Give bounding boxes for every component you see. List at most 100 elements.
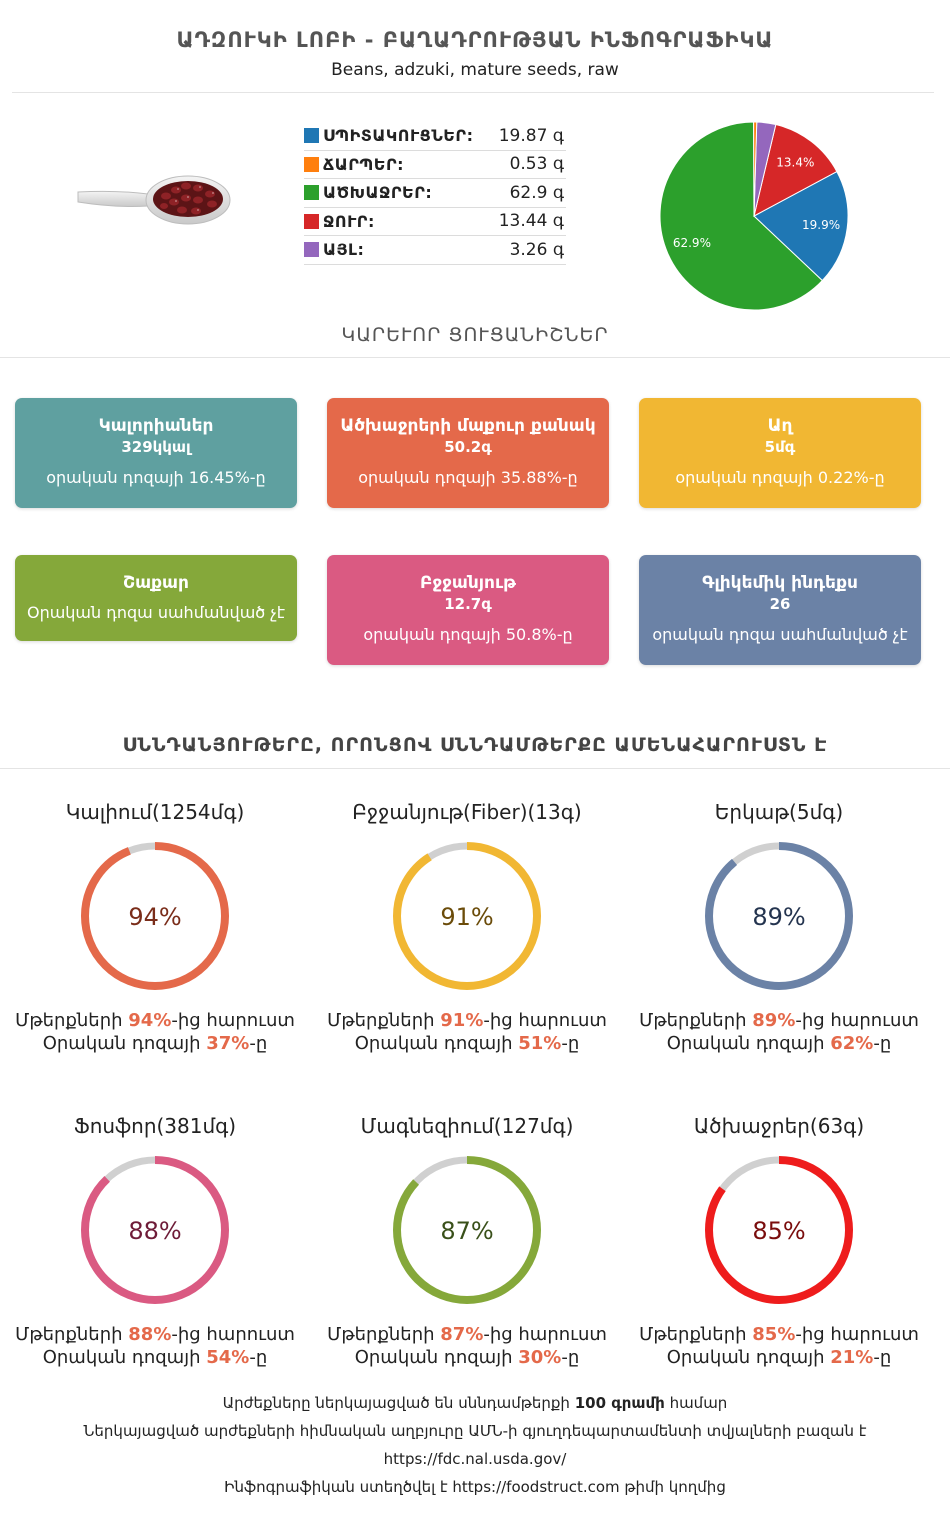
- nutrient-ring-daily-value: 62%: [830, 1033, 874, 1054]
- nutrient-ring-arc: [81, 842, 229, 990]
- pie-slice: [659, 121, 824, 311]
- card-net-carbs: Ածխաջրերի մաքուր քանակ 50.2գ օրական դոզա…: [327, 398, 609, 508]
- nutrient-ring-percent: 85%: [752, 1217, 805, 1245]
- pie-slice-label: 13.4%: [776, 155, 814, 169]
- nutrient-ring-arc: [705, 1156, 853, 1304]
- footer-credits-link[interactable]: https://foodstruct.com: [452, 1478, 620, 1496]
- card-title: Աղ: [767, 416, 793, 436]
- legend-value: 13.44 գ: [498, 211, 564, 232]
- nutrient-ring: 91%: [393, 842, 541, 990]
- nutrient-ring-rich-line: Մթերքների 94%-ից հարուստ: [15, 1010, 295, 1031]
- nutrient-ring-block: Երկաթ(5մգ) 89% Մթերքների 89%-ից հարուստ Օրա…: [624, 800, 934, 1054]
- bean-spoon-image: [77, 175, 231, 225]
- nutrient-ring-block: Ֆոսֆոր(381մգ) 88% Մթերքների 88%-ից հարուստ…: [0, 1114, 310, 1368]
- nutrient-ring-daily-line: Օրական դոզայի 51%-ը: [354, 1033, 580, 1054]
- key-section-title: ԿԱՐԵՒՈՐ ՑՈՒՑԱՆԻՇՆԵՐ: [341, 324, 609, 346]
- nutrient-ring-arc: [393, 842, 541, 990]
- card-calories: Կալորիաներ 329կկալ օրական դոզայի 16.45%-…: [15, 398, 297, 508]
- card-sub: օրական դոզայի 50.8%-ը: [363, 625, 573, 644]
- nutrient-ring-title: Ածխաջրեր(63գ): [693, 1114, 865, 1138]
- card-sub: օրական դոզայի 16.45%-ը: [46, 468, 266, 487]
- nutrient-ring-rich-value: 91%: [440, 1010, 484, 1031]
- nutrient-ring: 94%: [81, 842, 229, 990]
- nutrient-ring-daily-value: 21%: [830, 1347, 874, 1368]
- nutrient-ring-block: Կալիում(1254մգ) 94% Մթերքների 94%-ից հարու…: [0, 800, 310, 1054]
- footer-source: Ներկայացված արժեքների հիմնական աղբյուրը …: [83, 1422, 867, 1440]
- composition-pie-chart: 62.9% 19.9% 13.4%: [659, 121, 849, 311]
- card-sub: օրական դոզա սահմանված չէ: [652, 625, 908, 644]
- legend-swatch: [304, 185, 319, 201]
- nutrient-ring-percent: 89%: [752, 903, 805, 931]
- legend-label: ԱԾԽԱՋՐԵՐ:: [323, 183, 433, 203]
- footer-text: Արժեքները ներկայացված են սննդամթերքի: [222, 1394, 575, 1412]
- nutrient-ring-title: Բջջանյութ(Fiber)(13գ): [352, 800, 582, 824]
- nutrient-ring-block: Ածխաջրեր(63գ) 85% Մթերքների 85%-ից հարուստ…: [624, 1114, 934, 1368]
- card-title: Կալորիաներ: [98, 416, 214, 436]
- card-glycemic-index: Գլիկեմիկ ինդեքս 26 օրական դոզա սահմանված…: [639, 555, 921, 665]
- nutrient-ring-percent: 94%: [128, 903, 181, 931]
- nutrient-ring-title: Ֆոսֆոր(381մգ): [73, 1114, 237, 1138]
- card-value: 5մգ: [764, 438, 796, 456]
- nutrient-ring-percent: 88%: [128, 1217, 181, 1245]
- legend-value: 3.26 գ: [509, 239, 564, 260]
- legend-row-water: ՋՈՒՐ: 13.44 գ: [304, 208, 566, 236]
- nutrient-ring-rich-line: Մթերքների 87%-ից հարուստ: [327, 1324, 607, 1345]
- nutrient-ring-rich-value: 85%: [752, 1324, 796, 1345]
- card-value: 329կկալ: [121, 438, 191, 456]
- footer-credits: Ինֆոգրաֆիկան ստեղծվել է https://foodstru…: [0, 1478, 950, 1496]
- nutrient-ring-daily-line: Օրական դոզայի 21%-ը: [666, 1347, 892, 1368]
- nutrient-ring-title: Երկաթ(5մգ): [714, 800, 844, 824]
- nutrient-ring-title: Մագնեզիում(127մգ): [360, 1114, 574, 1138]
- nutrient-ring-percent: 91%: [440, 903, 493, 931]
- pie-slice-label: 62.9%: [673, 236, 711, 250]
- card-sub: Օրական դոզա սահմանված չէ: [26, 603, 286, 622]
- nutrient-ring: 89%: [705, 842, 853, 990]
- nutrient-ring: 87%: [393, 1156, 541, 1304]
- card-sub: օրական դոզայի 0.22%-ը: [675, 468, 885, 487]
- card-salt: Աղ 5մգ օրական դոզայի 0.22%-ը: [639, 398, 921, 508]
- page-title: ԱԴԶՈՒԿԻ ԼՈԲԻ - ԲԱՂԱԴՐՈՒԹՅԱՆ ԻՆՖՈԳՐԱՖԻԿԱ: [176, 28, 774, 52]
- nutrient-ring-daily-value: 30%: [518, 1347, 562, 1368]
- legend-value: 19.87 գ: [498, 125, 564, 146]
- nutrient-ring-daily-line: Օրական դոզայի 54%-ը: [42, 1347, 268, 1368]
- divider: [0, 357, 950, 358]
- legend-row-protein: ՍՊԻՏԱԿՈՒՑՆԵՐ: 19.87 գ: [304, 122, 566, 151]
- card-sugar: Շաքար Օրական դոզա սահմանված չէ: [15, 555, 297, 641]
- card-value: 12.7գ: [444, 595, 492, 613]
- page-subtitle: Beans, adzuki, mature seeds, raw: [331, 60, 619, 80]
- legend-value: 62.9 գ: [509, 182, 564, 203]
- divider: [12, 92, 934, 93]
- pie-slice: [753, 170, 849, 282]
- footer-bold: 100 գրամի: [574, 1394, 665, 1412]
- card-title: Գլիկեմիկ ինդեքս: [702, 573, 858, 593]
- footer-source-link[interactable]: https://fdc.nal.usda.gov/: [383, 1450, 567, 1468]
- pie-slice-label: 19.9%: [802, 218, 840, 232]
- legend-swatch: [304, 156, 319, 172]
- nutrient-ring-rich-value: 94%: [128, 1010, 172, 1031]
- divider: [0, 768, 950, 769]
- nutrient-ring-daily-value: 54%: [206, 1347, 250, 1368]
- legend-value: 0.53 գ: [509, 154, 564, 175]
- nutrient-ring-rich-line: Մթերքների 85%-ից հարուստ: [639, 1324, 919, 1345]
- nutrient-ring-rich-value: 87%: [440, 1324, 484, 1345]
- pie-slice: [753, 123, 838, 217]
- nutrient-ring-daily-line: Օրական դոզայի 30%-ը: [354, 1347, 580, 1368]
- card-value: 50.2գ: [444, 438, 492, 456]
- footer-text: թիմի կողմից: [619, 1478, 726, 1496]
- footer-text: համար: [664, 1394, 728, 1412]
- footer-note: Արժեքները ներկայացված են սննդամթերքի 100…: [0, 1394, 950, 1412]
- nutrient-ring-rich-value: 88%: [128, 1324, 172, 1345]
- nutrient-ring-title: Կալիում(1254մգ): [65, 800, 245, 824]
- legend-row-other: ԱՅԼ: 3.26 գ: [304, 236, 566, 265]
- nutrient-ring-arc: [705, 842, 853, 990]
- nutrient-ring-daily-value: 51%: [518, 1033, 562, 1054]
- nutrient-ring-daily-value: 37%: [206, 1033, 250, 1054]
- legend-row-carbs: ԱԾԽԱՋՐԵՐ: 62.9 գ: [304, 179, 566, 208]
- card-title: Բջջանյութ: [420, 573, 516, 593]
- nutrient-ring-daily-line: Օրական դոզայի 37%-ը: [42, 1033, 268, 1054]
- card-sub: օրական դոզայի 35.88%-ը: [358, 468, 578, 487]
- card-title: Շաքար: [123, 573, 189, 593]
- legend-label: ՋՈՒՐ:: [323, 211, 375, 231]
- legend-label: ԱՅԼ:: [323, 240, 365, 260]
- nutrient-ring-rich-line: Մթերքների 89%-ից հարուստ: [639, 1010, 919, 1031]
